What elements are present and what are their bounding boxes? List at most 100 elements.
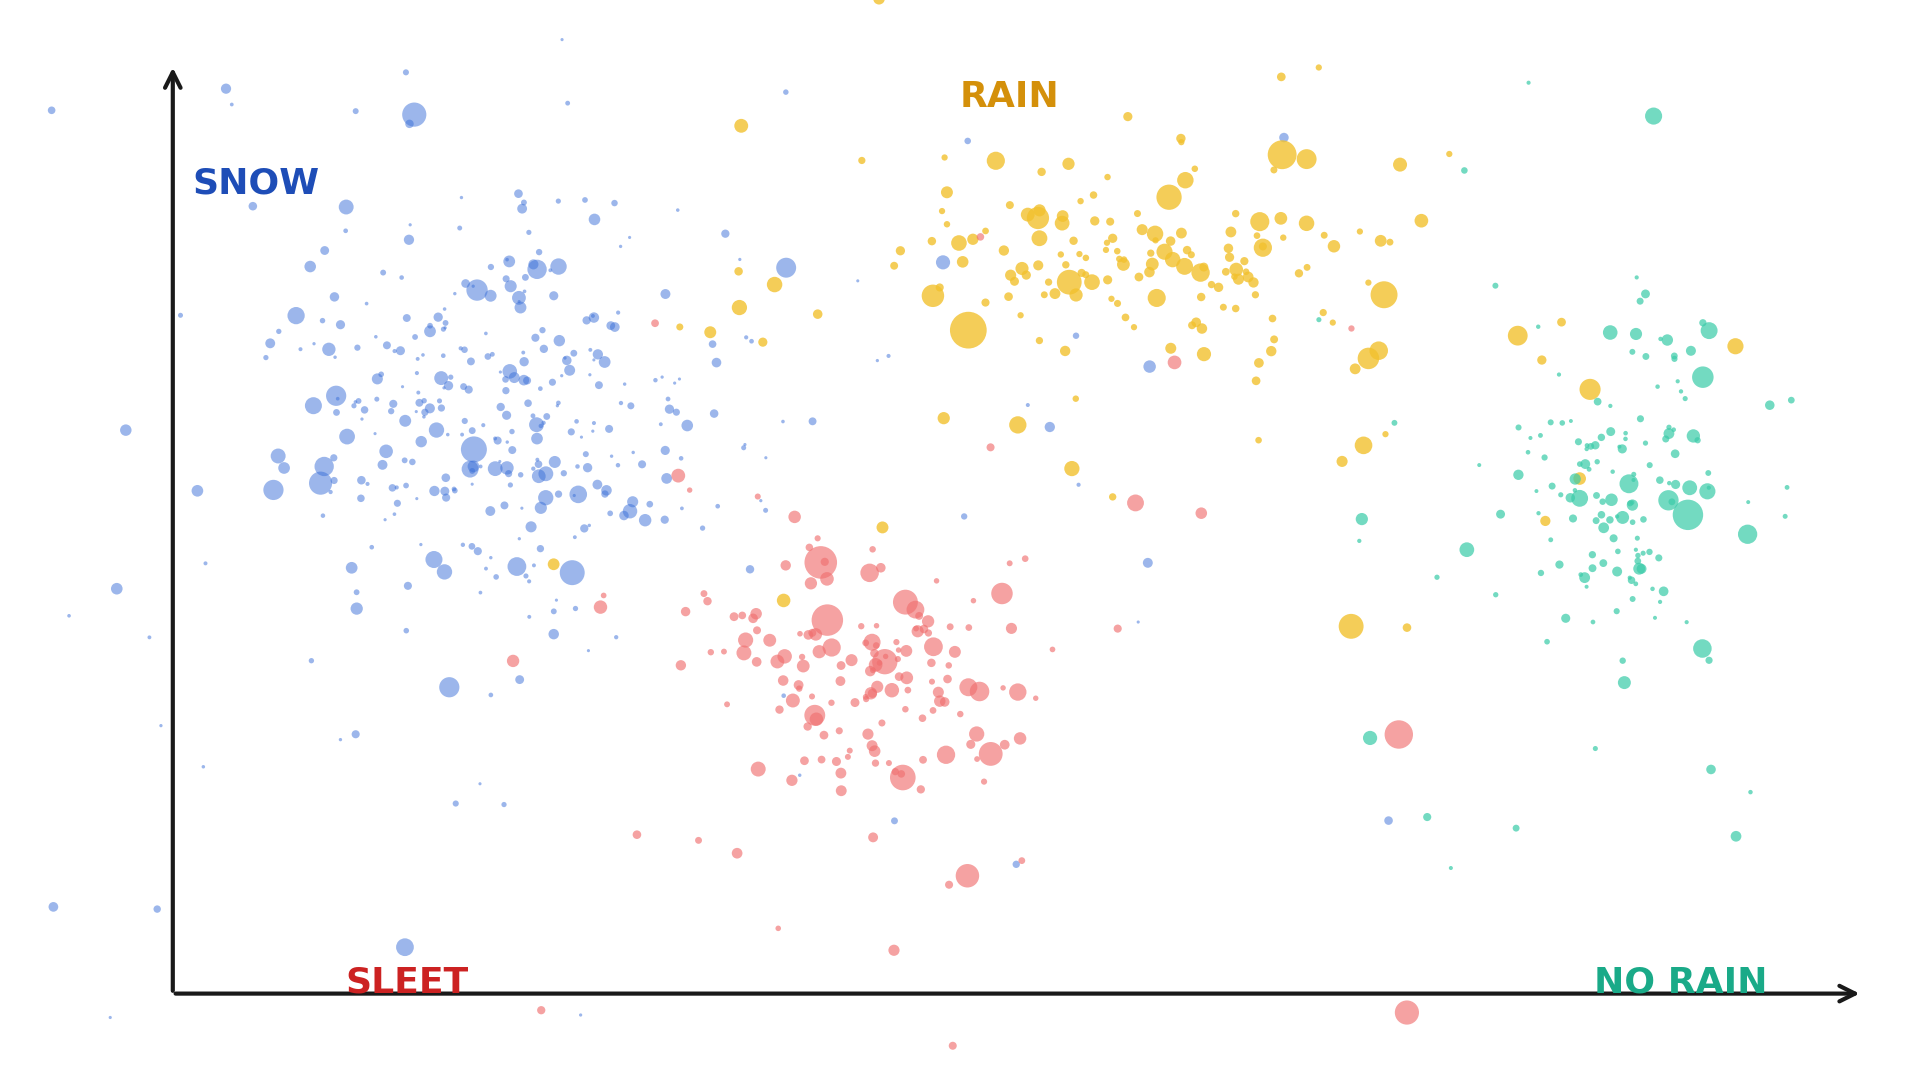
Point — [659, 375, 689, 392]
Point — [664, 319, 695, 336]
Point — [1123, 613, 1154, 631]
Point — [1546, 486, 1576, 503]
Point — [338, 397, 369, 415]
Point — [826, 782, 856, 799]
Point — [457, 462, 488, 480]
Point — [492, 270, 522, 287]
Point — [503, 293, 534, 310]
Point — [1363, 342, 1394, 360]
Point — [146, 717, 177, 734]
Point — [342, 339, 372, 356]
Point — [561, 599, 591, 617]
Point — [461, 282, 492, 299]
Point — [751, 449, 781, 467]
Point — [1284, 265, 1315, 282]
Point — [559, 345, 589, 362]
Point — [436, 368, 467, 386]
Point — [269, 459, 300, 476]
Point — [883, 642, 914, 659]
Point — [430, 469, 461, 486]
Point — [626, 456, 657, 473]
Point — [386, 269, 417, 286]
Point — [1638, 580, 1668, 597]
Point — [1571, 578, 1601, 595]
Point — [952, 133, 983, 150]
Point — [1309, 227, 1340, 244]
Point — [877, 681, 908, 699]
Point — [390, 451, 420, 469]
Point — [933, 876, 964, 893]
Point — [1638, 107, 1668, 124]
Point — [1544, 366, 1574, 383]
Point — [883, 650, 914, 667]
Point — [1304, 311, 1334, 328]
Point — [1607, 509, 1638, 526]
Point — [1434, 146, 1465, 163]
Point — [804, 554, 835, 571]
Point — [862, 678, 893, 696]
Point — [419, 483, 449, 500]
Point — [1175, 246, 1206, 264]
Point — [787, 658, 818, 675]
Point — [54, 607, 84, 624]
Point — [586, 598, 616, 616]
Point — [378, 505, 409, 523]
Point — [1659, 350, 1690, 367]
Point — [376, 480, 407, 497]
Point — [401, 403, 432, 420]
Point — [1645, 330, 1676, 348]
Point — [321, 349, 351, 366]
Point — [906, 781, 937, 798]
Point — [509, 343, 540, 361]
Point — [1615, 569, 1645, 586]
Point — [918, 702, 948, 719]
Point — [1515, 430, 1546, 447]
Point — [916, 654, 947, 672]
Point — [538, 625, 568, 643]
Point — [465, 458, 495, 475]
Point — [1267, 146, 1298, 163]
Point — [1050, 342, 1081, 360]
Point — [540, 454, 570, 471]
Point — [415, 323, 445, 340]
Point — [1580, 436, 1611, 454]
Point — [822, 753, 852, 770]
Point — [321, 387, 351, 404]
Point — [1555, 489, 1586, 507]
Point — [1653, 491, 1684, 509]
Point — [459, 441, 490, 458]
Point — [432, 426, 463, 443]
Point — [296, 258, 326, 275]
Point — [728, 607, 758, 624]
Point — [780, 509, 810, 526]
Point — [793, 718, 824, 735]
Point — [1165, 130, 1196, 147]
Point — [497, 652, 528, 670]
Point — [943, 234, 973, 252]
Point — [970, 773, 1000, 791]
Point — [430, 300, 461, 318]
Point — [1171, 242, 1202, 259]
Point — [1185, 264, 1215, 281]
Point — [1140, 232, 1171, 249]
Point — [666, 657, 697, 674]
Point — [695, 644, 726, 661]
Point — [507, 500, 538, 517]
Point — [874, 348, 904, 365]
Point — [1108, 251, 1139, 268]
Point — [440, 482, 470, 499]
Point — [1772, 478, 1803, 496]
Point — [428, 379, 459, 396]
Point — [142, 901, 173, 918]
Point — [1674, 480, 1705, 497]
Point — [165, 307, 196, 324]
Point — [649, 511, 680, 528]
Point — [987, 679, 1018, 697]
Point — [666, 449, 697, 467]
Point — [344, 392, 374, 409]
Point — [1384, 726, 1415, 743]
Point — [1619, 465, 1649, 483]
Point — [1597, 529, 1628, 546]
Point — [298, 397, 328, 415]
Point — [444, 219, 474, 237]
